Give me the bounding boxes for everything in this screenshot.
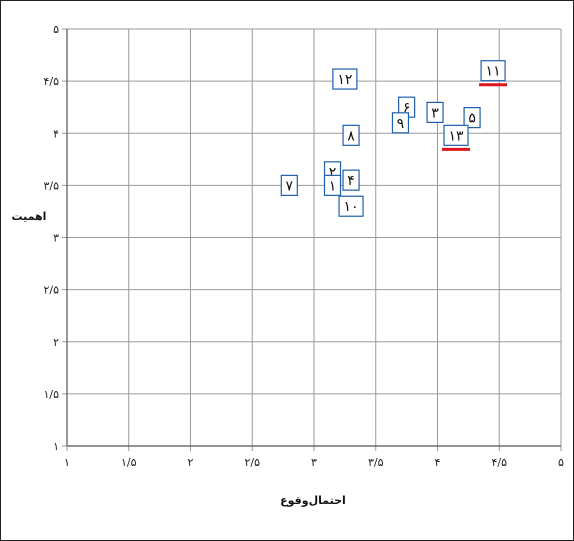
data-point-box [391, 112, 410, 134]
data-point-box [480, 60, 506, 82]
y-axis-ticks: ۱ ۱/۵ ۲ ۲/۵ ۳ ۳/۵ ۴ ۴/۵ ۵ [43, 23, 59, 453]
data-point-label: ۱ [329, 178, 337, 194]
x-tick-label: ۵ [558, 456, 564, 469]
y-axis-title: اهمیت [12, 210, 47, 223]
x-tick-label: ۴ [435, 456, 441, 469]
y-tick-label: ۲/۵ [43, 284, 59, 297]
data-point: ۱۳ [442, 124, 471, 151]
data-point-box [463, 107, 481, 129]
data-point-label: ۹ [397, 116, 405, 132]
data-point: ۵ [463, 107, 481, 129]
data-point-box [332, 68, 358, 90]
x-tick-label: ۲ [188, 456, 194, 469]
data-point: ۱۱ [479, 60, 508, 87]
data-point: ۳ [426, 101, 444, 124]
data-point: ۱۰ [338, 195, 364, 217]
data-point-label: ۵ [468, 111, 476, 127]
data-point-label: ۱۲ [337, 72, 352, 88]
data-point: ۱ [323, 174, 342, 196]
data-point-label: ۱۳ [449, 128, 465, 144]
x-tick-label: ۲/۵ [244, 456, 260, 469]
data-point-label: ۷ [286, 178, 294, 194]
data-point: ۴ [342, 169, 360, 191]
x-tick-label: ۳ [311, 456, 317, 469]
data-point: ۶ [398, 96, 416, 118]
data-point-label: ۸ [347, 128, 355, 144]
x-axis-ticks: ۱ ۱/۵ ۲ ۲/۵ ۳ ۳/۵ ۴ ۴/۵ ۵ [64, 456, 564, 469]
data-point-box [342, 124, 360, 146]
data-points: ۱۱ ۱۲ ۶ ۳ ۵ ۹ ۱۳ ۸ ۲۴۱ ۷ ۱۰ [280, 60, 508, 217]
x-tick-label: ۴/۵ [491, 456, 507, 469]
y-tick-label: ۵ [53, 23, 59, 36]
data-point-box [426, 101, 444, 124]
data-point: ۷ [280, 174, 298, 196]
data-point-box [338, 195, 364, 217]
data-point-label: ۲ [329, 165, 337, 181]
y-tick-label: ۴ [53, 127, 59, 140]
data-point-label: ۴ [347, 173, 355, 189]
x-tick-label: ۳/۵ [368, 456, 384, 469]
data-point-box [323, 174, 342, 196]
data-point-box [342, 169, 360, 191]
x-axis-title: احتمال‌وقوع [280, 494, 346, 507]
x-tick-label: ۱ [64, 456, 70, 469]
data-point: ۹ [391, 112, 410, 134]
data-point-box [280, 174, 298, 196]
data-point-label: ۳ [431, 105, 439, 121]
data-point: ۱۲ [332, 68, 358, 90]
data-point-label: ۶ [403, 100, 411, 116]
y-tick-label: ۲ [53, 336, 59, 349]
y-tick-label: ۳/۵ [43, 179, 59, 192]
y-tick-label: ۴/۵ [43, 75, 59, 88]
y-tick-label: ۱/۵ [43, 388, 59, 401]
data-point-label: ۱۰ [344, 199, 359, 215]
data-point-label: ۱۱ [486, 64, 501, 80]
y-tick-label: ۳ [53, 232, 59, 245]
data-point-box [443, 124, 469, 146]
data-point: ۸ [342, 124, 360, 146]
grid-lines [62, 28, 562, 451]
x-tick-label: ۱/۵ [121, 456, 137, 469]
y-tick-label: ۱ [53, 440, 59, 453]
